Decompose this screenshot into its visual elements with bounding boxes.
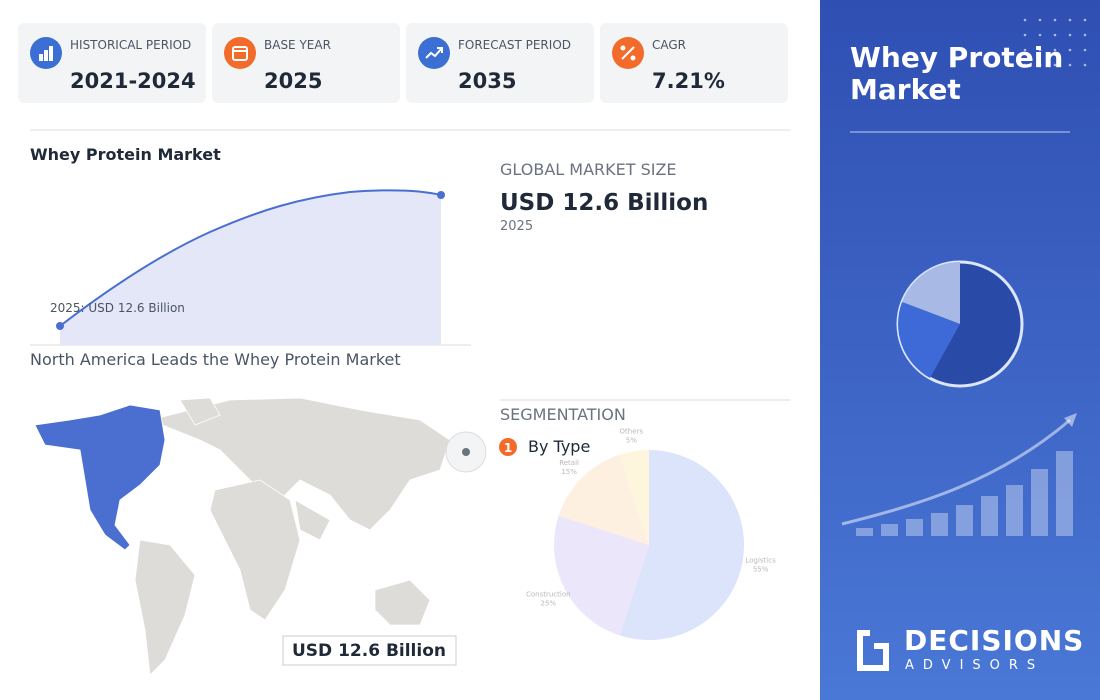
slice-label: Construction xyxy=(526,590,571,598)
pie-slice xyxy=(619,450,744,640)
area xyxy=(60,190,441,345)
brand-sub: ADVISORS xyxy=(905,658,1045,673)
stat-card: FORECAST PERIOD 2035 xyxy=(406,23,594,103)
sidebar-title: Whey Protein Market xyxy=(850,41,1064,106)
point xyxy=(56,322,64,330)
stat-card: CAGR 7.21% xyxy=(600,23,788,103)
decor-pie xyxy=(896,260,1024,388)
annotation: 2025: USD 12.6 Billion xyxy=(50,301,185,315)
slice-label: Logistics xyxy=(745,557,776,565)
sidebar: Whey Protein Market DECISIONS ADVISORS xyxy=(820,0,1100,700)
logo-icon xyxy=(857,630,889,671)
icon xyxy=(224,37,256,69)
stat-label: BASE YEAR xyxy=(264,38,331,52)
pie-slice xyxy=(619,450,649,545)
stat-value: 7.21% xyxy=(652,69,725,93)
stat-label: FORECAST PERIOD xyxy=(458,38,571,52)
decor-arrow xyxy=(841,418,1071,526)
decor-arrowhead xyxy=(1064,413,1077,427)
sidebar-art xyxy=(841,18,1087,671)
icon xyxy=(418,37,450,69)
dots xyxy=(1023,18,1087,67)
stat-card: BASE YEAR 2025 xyxy=(212,23,400,103)
size-label: GLOBAL MARKET SIZE xyxy=(500,160,677,179)
stat-value: 2021-2024 xyxy=(70,69,196,93)
point xyxy=(437,191,445,199)
pie-slice xyxy=(554,515,649,636)
segmentation-title: SEGMENTATION xyxy=(500,405,626,424)
slice-value: 55% xyxy=(753,566,769,574)
size-value: USD 12.6 Billion xyxy=(500,190,708,216)
size-year: 2025 xyxy=(500,219,533,234)
stat-value: 2025 xyxy=(264,69,323,93)
chart-title: Whey Protein Market xyxy=(30,145,221,164)
decor-bars xyxy=(856,451,1073,536)
slice-label: Others xyxy=(620,427,644,435)
stat-card: HISTORICAL PERIOD 2021-2024 xyxy=(18,23,206,103)
marker-number: 1 xyxy=(504,441,512,455)
map-label: USD 12.6 Billion xyxy=(292,641,446,661)
stat-label: CAGR xyxy=(652,38,687,52)
world-map xyxy=(134,397,451,676)
brand: DECISIONS xyxy=(904,624,1085,657)
marker-circle xyxy=(499,438,517,456)
icon xyxy=(612,37,644,69)
line xyxy=(59,189,442,327)
zoom-dot xyxy=(462,448,470,456)
slice-label: Retail xyxy=(559,459,579,467)
icon xyxy=(30,37,62,69)
map-label-box xyxy=(282,635,457,666)
stat-value: 2035 xyxy=(458,69,517,93)
slice-value: 5% xyxy=(626,436,637,444)
pie-slice xyxy=(558,454,649,545)
north-america xyxy=(34,404,166,551)
segment-name: By Type xyxy=(528,437,590,456)
content: Whey Protein Market 2025: USD 12.6 Billi… xyxy=(30,129,790,676)
slice-value: 15% xyxy=(561,468,577,476)
map-title: North America Leads the Whey Protein Mar… xyxy=(30,350,401,369)
slice-value: 25% xyxy=(541,599,557,607)
stat-label: HISTORICAL PERIOD xyxy=(70,38,192,52)
